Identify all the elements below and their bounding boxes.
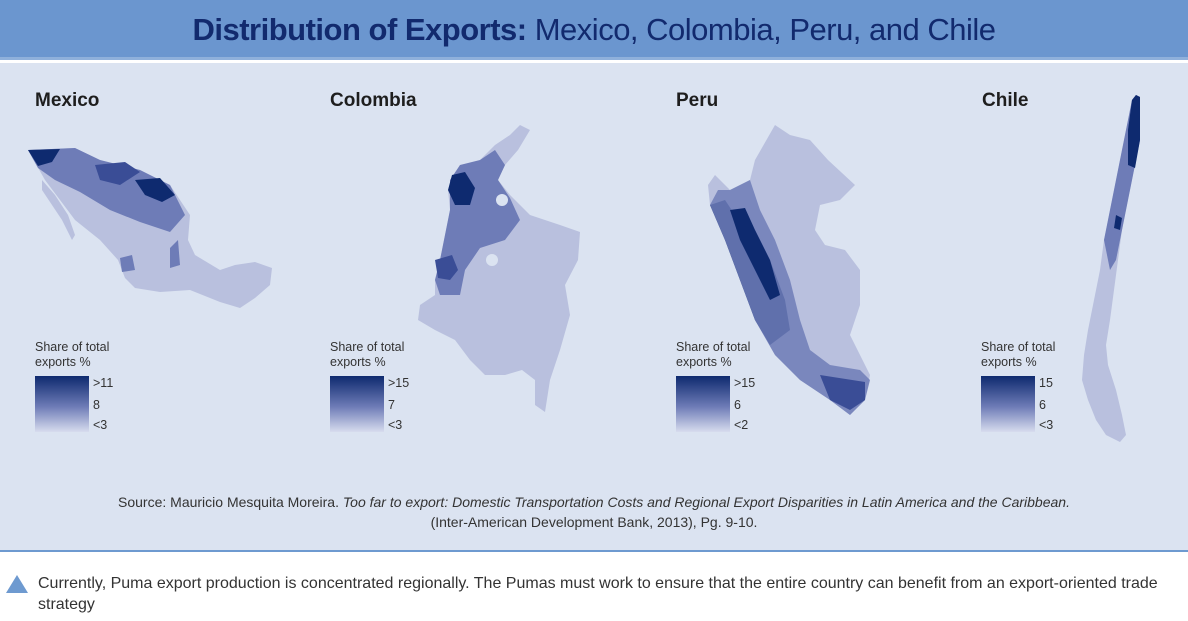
legend-high-peru: >15 (734, 376, 756, 390)
title-bar: Distribution of Exports: Mexico, Colombi… (0, 0, 1188, 60)
mexico-map (28, 148, 272, 308)
legend-high-chile: 15 (1039, 376, 1053, 390)
legend-title-line2: exports % (330, 355, 386, 369)
country-label-mexico: Mexico (35, 90, 100, 111)
legend-title-line1: Share of total (330, 340, 405, 354)
maps-panel (0, 63, 1188, 550)
peru-map (708, 125, 870, 415)
legend-title-peru: Share of total exports % (676, 340, 750, 370)
divider (0, 550, 1188, 552)
legend-title-line2: exports % (676, 355, 732, 369)
title-rest: Mexico, Colombia, Peru, and Chile (526, 12, 996, 47)
legend-mid-colombia: 7 (388, 398, 395, 412)
legend-gradient-mexico (35, 376, 89, 432)
title-bold: Distribution of Exports: (192, 12, 527, 47)
colombia-map (418, 125, 580, 412)
legend-mid-chile: 6 (1039, 398, 1046, 412)
chile-map (1082, 95, 1140, 442)
legend-title-line2: exports % (981, 355, 1037, 369)
legend-title-colombia: Share of total exports % (330, 340, 404, 370)
legend-high-colombia: >15 (388, 376, 410, 390)
source-citation: Source: Mauricio Mesquita Moreira. Too f… (0, 492, 1188, 532)
legend-low-mexico: <3 (93, 418, 108, 432)
legend-title-line1: Share of total (35, 340, 110, 354)
legend-gradient-chile (981, 376, 1035, 432)
legend-title-mexico: Share of total exports % (35, 340, 109, 370)
bullet-text: Currently, Puma export production is con… (38, 575, 1158, 613)
triangle-icon (6, 575, 28, 593)
country-label-chile: Chile (982, 90, 1029, 111)
country-label-peru: Peru (676, 90, 719, 111)
source-line2: (Inter-American Development Bank, 2013),… (430, 514, 758, 530)
legend-title-line1: Share of total (676, 340, 751, 354)
legend-mid-peru: 6 (734, 398, 741, 412)
legend-gradient-colombia (330, 376, 384, 432)
legend-low-chile: <3 (1039, 418, 1054, 432)
legend-title-line2: exports % (35, 355, 91, 369)
legend-low-colombia: <3 (388, 418, 403, 432)
legend-low-peru: <2 (734, 418, 749, 432)
source-title: Too far to export: Domestic Transportati… (342, 494, 1070, 510)
legend-gradient-peru (676, 376, 730, 432)
legend-mid-mexico: 8 (93, 398, 100, 412)
legend-high-mexico: >11 (93, 376, 114, 390)
legend-title-chile: Share of total exports % (981, 340, 1055, 370)
legend-title-line1: Share of total (981, 340, 1056, 354)
source-prefix: Source: Mauricio Mesquita Moreira. (118, 494, 343, 510)
country-label-colombia: Colombia (330, 90, 417, 111)
page-title: Distribution of Exports: Mexico, Colombi… (0, 12, 1188, 48)
